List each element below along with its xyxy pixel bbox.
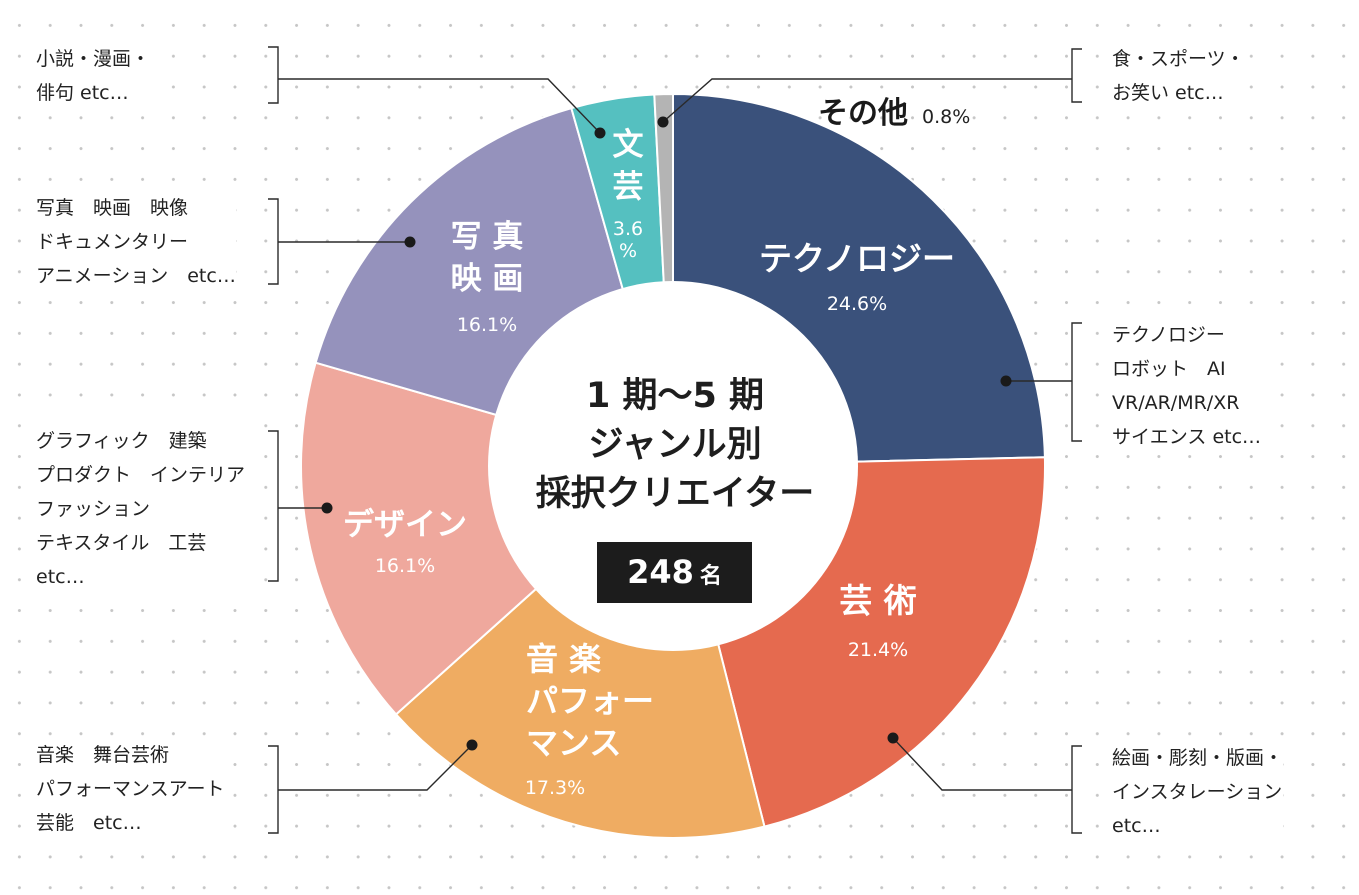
- note-line: 絵画・彫刻・版画・: [1112, 747, 1284, 769]
- center-title-line: ジャンル別: [588, 425, 762, 465]
- note-bracket-other: [1071, 48, 1082, 103]
- note-bracket-design: [268, 430, 279, 582]
- other-label-name: その他: [818, 96, 908, 131]
- note-music: 音楽 舞台芸術 パフォーマンスアート 芸能 etc…: [36, 738, 225, 840]
- note-line: 小説・漫画・: [36, 48, 151, 70]
- note-line: パフォーマンスアート: [36, 778, 225, 800]
- slice-percent-literature: 3.6: [613, 218, 643, 240]
- note-line: お笑い etc…: [1112, 82, 1224, 104]
- note-line: インスタレーション: [1112, 781, 1283, 803]
- leader-line-other: [662, 78, 1072, 123]
- leader-line-literature: [278, 78, 601, 134]
- slice-percent-design: 16.1%: [375, 555, 435, 577]
- total-unit: 名: [699, 564, 722, 589]
- note-line: 芸能 etc…: [36, 812, 142, 834]
- note-line: 音楽 舞台芸術: [36, 744, 170, 766]
- slice-label-photo: 写 真: [451, 219, 524, 255]
- slice-percent-photo: 16.1%: [457, 314, 517, 336]
- note-line: アニメーション etc…: [36, 265, 236, 287]
- note-line: テキスタイル 工芸: [36, 532, 207, 554]
- note-bracket-music: [268, 745, 279, 834]
- note-line: etc…: [36, 566, 85, 588]
- note-line: VR/AR/MR/XR: [1112, 392, 1240, 414]
- note-line: ドキュメンタリー: [36, 231, 189, 253]
- donut-hole: [488, 281, 858, 651]
- note-bracket-photo: [268, 198, 279, 285]
- note-bracket-technology: [1071, 322, 1082, 442]
- leader-dot-design: [321, 502, 333, 514]
- note-bracket-literature: [268, 46, 279, 104]
- slice-percent-technology: 24.6%: [827, 293, 887, 315]
- total-count-badge: 248 名: [597, 542, 752, 603]
- slice-label-art: 芸 術: [839, 581, 917, 620]
- note-line: etc…: [1112, 815, 1161, 837]
- leader-line-music: [278, 744, 473, 791]
- note-line: ファッション: [36, 498, 151, 520]
- slice-percent-unit-literature: %: [619, 240, 637, 262]
- leader-dot-literature: [594, 127, 606, 139]
- callout-leaders: [268, 46, 1082, 834]
- center-title-line: 1 期〜5 期: [585, 376, 765, 416]
- other-slice-label: その他 0.8%: [818, 88, 970, 132]
- note-bracket-art: [1071, 745, 1082, 834]
- slice-label-photo: 映 画: [451, 261, 524, 297]
- note-line: サイエンス etc…: [1112, 426, 1262, 448]
- center-title-line: 採択クリエイター: [535, 474, 815, 514]
- slice-label-music: マンス: [526, 724, 621, 762]
- total-count: 248: [627, 553, 694, 591]
- note-line: 食・スポーツ・: [1112, 48, 1245, 70]
- note-literature: 小説・漫画・ 俳句 etc…: [36, 42, 151, 110]
- slice-percent-music: 17.3%: [525, 777, 585, 799]
- leader-dot-other: [657, 116, 669, 128]
- slice-label-technology: テクノロジー: [759, 239, 955, 278]
- slice-label-literature: 芸: [613, 169, 644, 205]
- leader-dot-music: [466, 739, 478, 751]
- note-photo: 写真 映画 映像 ドキュメンタリー アニメーション etc…: [36, 191, 236, 293]
- note-line: テクノロジー: [1112, 324, 1225, 346]
- slice-label-music: パフォー: [526, 682, 654, 720]
- other-label-percent: 0.8%: [922, 106, 971, 128]
- note-line: 写真 映画 映像: [36, 197, 189, 219]
- leader-dot-technology: [1000, 375, 1012, 387]
- leader-dot-photo: [404, 236, 416, 248]
- note-line: プロダクト インテリア: [36, 464, 246, 486]
- slice-label-literature: 文: [613, 127, 644, 163]
- leader-line-art: [892, 737, 1072, 791]
- slice-label-music: 音 楽: [526, 640, 601, 678]
- center-title: 1 期〜5 期 ジャンル別 採択クリエイター: [490, 372, 860, 519]
- leader-dot-art: [887, 732, 899, 744]
- note-line: 俳句 etc…: [36, 82, 129, 104]
- slice-label-design: デザイン: [343, 507, 467, 543]
- note-technology: テクノロジー ロボット AI VR/AR/MR/XR サイエンス etc…: [1112, 318, 1262, 454]
- note-design: グラフィック 建築 プロダクト インテリア ファッション テキスタイル 工芸 e…: [36, 424, 246, 594]
- note-line: グラフィック 建築: [36, 430, 207, 452]
- note-line: ロボット AI: [1112, 358, 1226, 380]
- slice-percent-art: 21.4%: [848, 639, 908, 661]
- note-other: 食・スポーツ・ お笑い etc…: [1112, 42, 1245, 110]
- note-art: 絵画・彫刻・版画・ インスタレーション etc…: [1112, 741, 1284, 843]
